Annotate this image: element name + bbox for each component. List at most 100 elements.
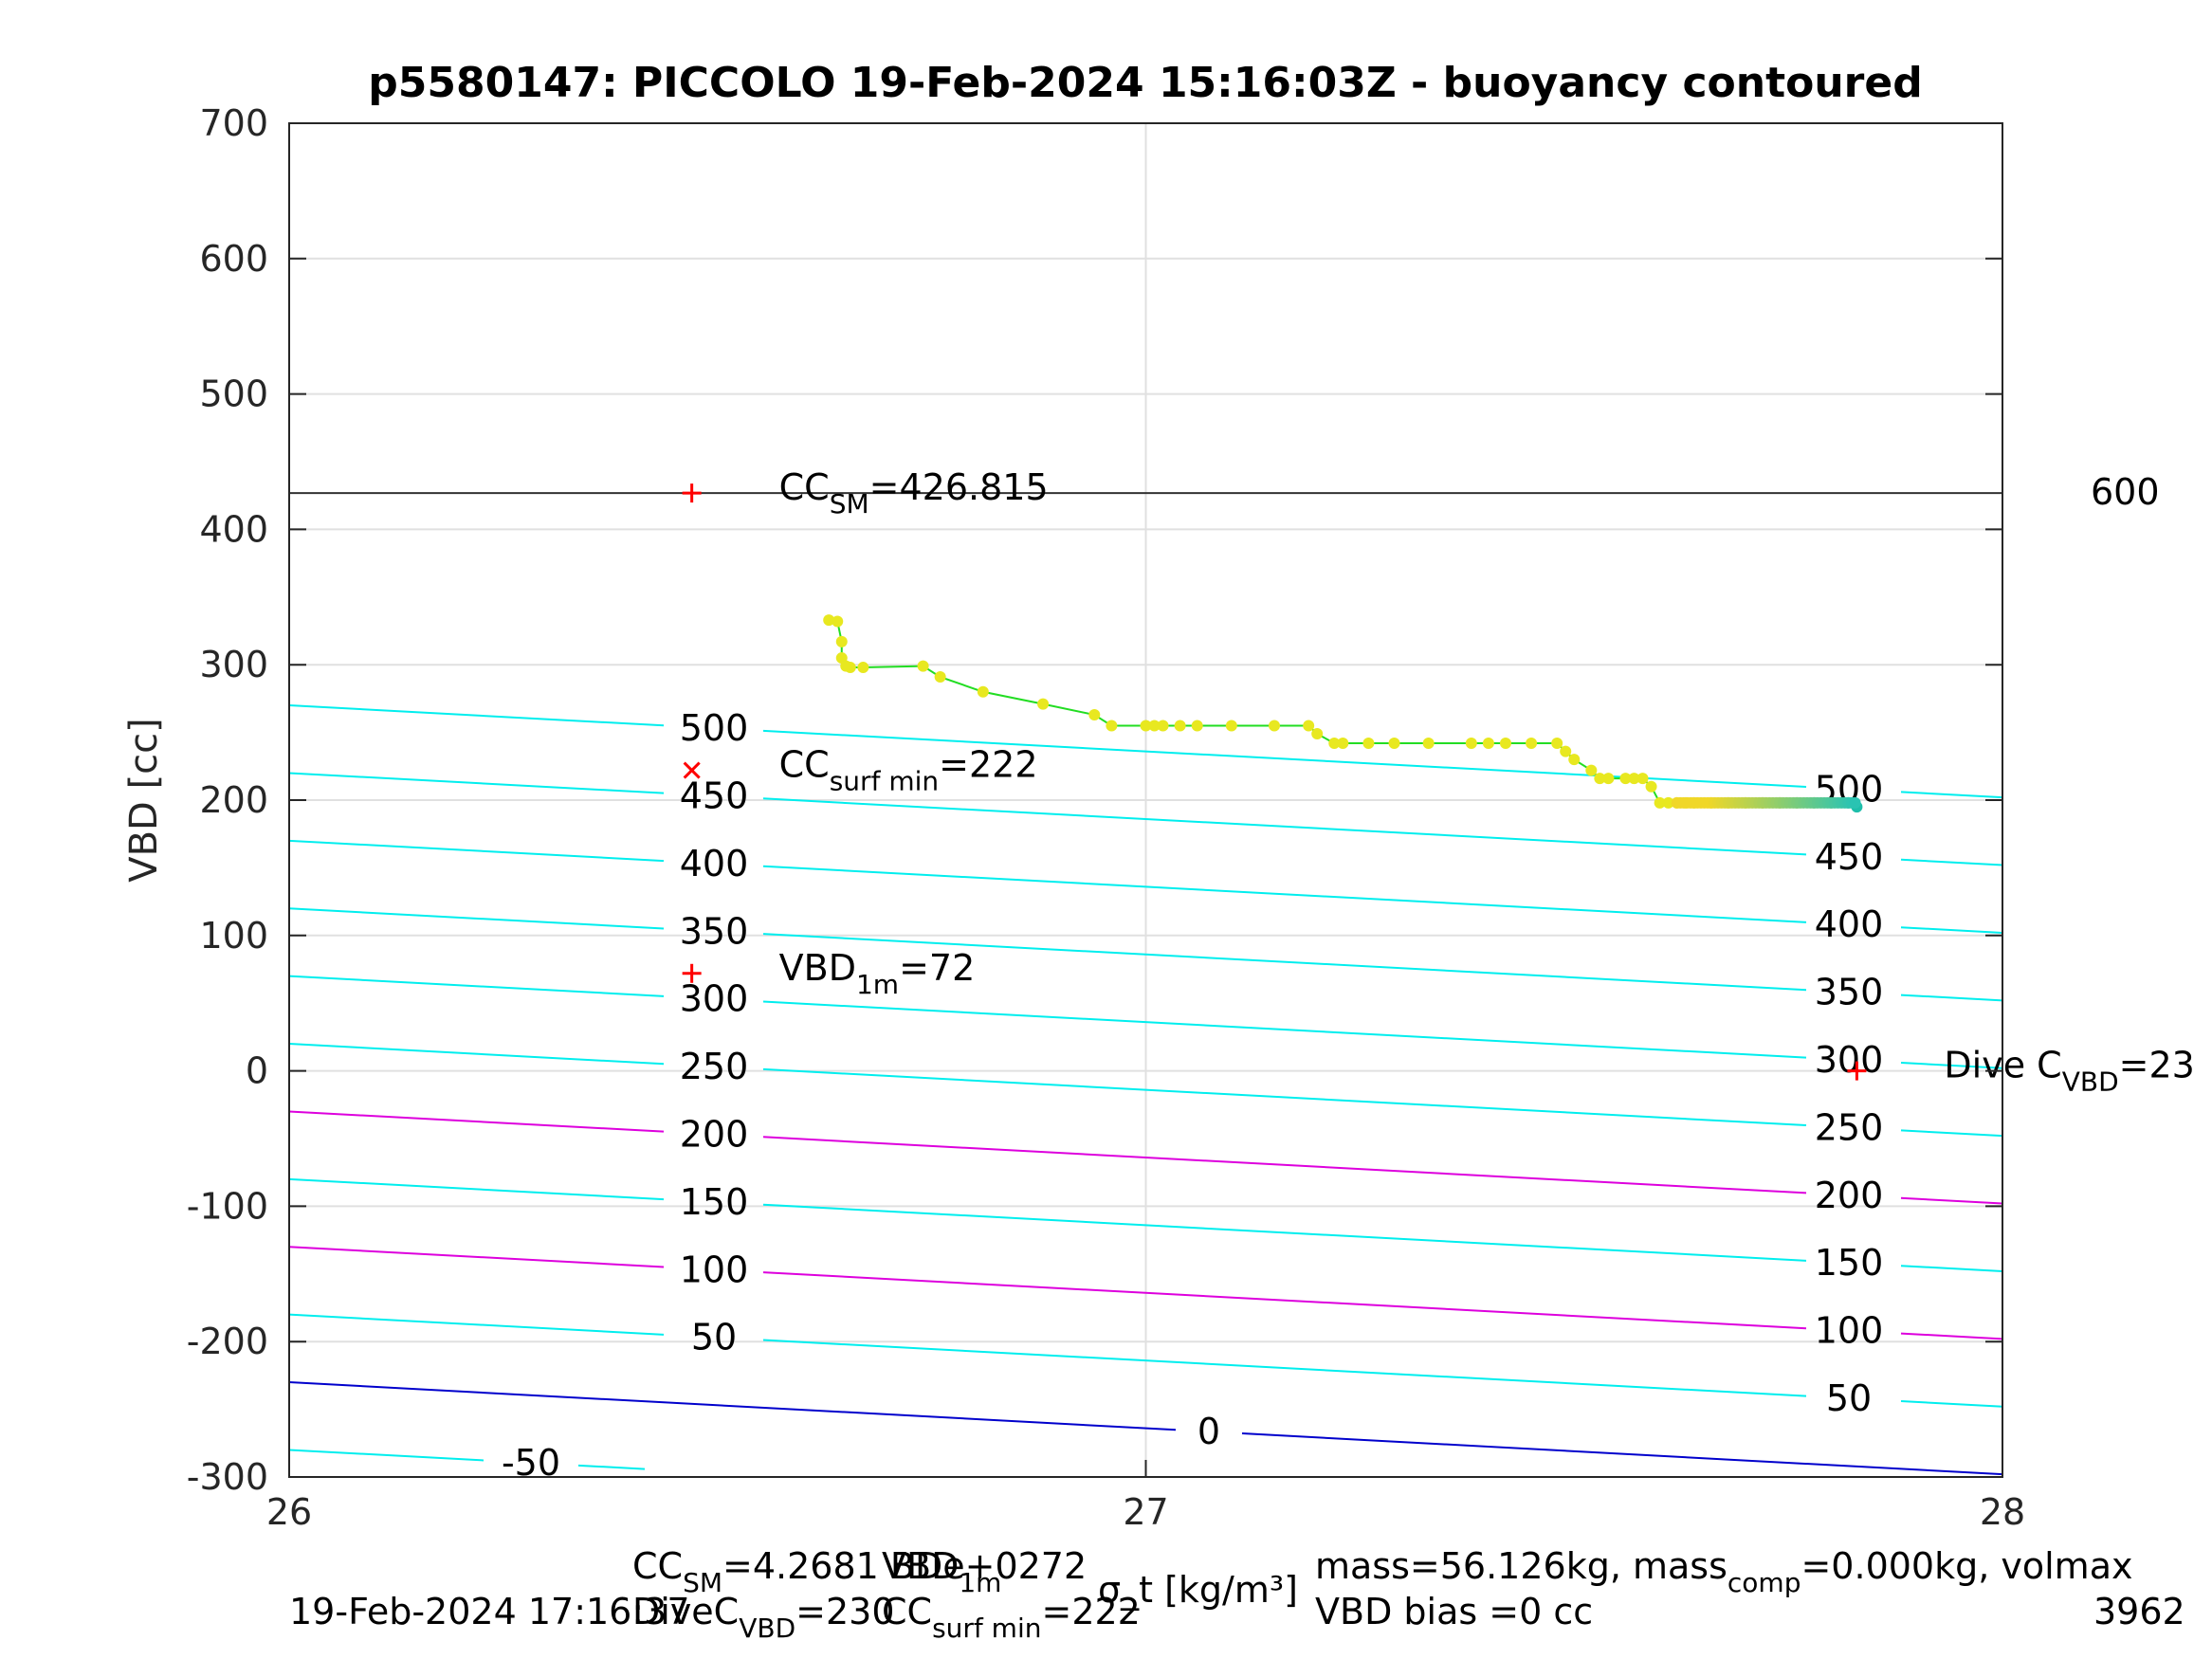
y-tick-label: 400 <box>199 508 268 550</box>
track-point <box>1140 720 1152 732</box>
track-point <box>1106 720 1118 732</box>
y-tick-label: -100 <box>187 1185 268 1227</box>
contour-label: 50 <box>691 1317 737 1358</box>
contour-line <box>1900 791 2003 799</box>
contour-label: 400 <box>680 843 749 884</box>
track-point <box>835 635 848 647</box>
track-point <box>1628 773 1640 785</box>
track-point <box>1568 754 1581 766</box>
track-point <box>1191 720 1203 732</box>
track-point <box>1645 780 1657 793</box>
track-point <box>1662 796 1674 809</box>
marker-label: VBD1m=72 <box>779 947 976 1000</box>
track-point <box>1551 738 1563 750</box>
contour-label: 200 <box>680 1114 749 1156</box>
footer-dive-cvbd: DiveCVBD=230 <box>632 1591 895 1644</box>
track-point <box>1337 738 1349 750</box>
track-point <box>823 614 835 627</box>
contour-label: 50 <box>1826 1377 1872 1419</box>
contour-line <box>762 1203 1807 1262</box>
y-tick-label: 700 <box>199 102 268 144</box>
contour-line <box>288 1313 665 1336</box>
footer-cc-sm: CCSM=4.2681 BDe+0272 <box>632 1545 1087 1598</box>
x-axis-ticks: 26 27 28 <box>266 1460 2025 1533</box>
contour-line <box>288 1381 1177 1431</box>
contour-line <box>1900 1265 2003 1272</box>
track-point <box>1088 709 1101 721</box>
track-point <box>1157 720 1169 732</box>
contour-label: 350 <box>1815 972 1884 1013</box>
contour-label: 150 <box>680 1181 749 1223</box>
footer-mass: mass=56.126kg, masscomp=0.000kg, volmax <box>1315 1545 2132 1598</box>
y-tick-label: 200 <box>199 779 268 821</box>
track-point <box>1619 773 1632 785</box>
contour-line <box>288 1177 665 1201</box>
footer-right-number: 3962 <box>2093 1591 2185 1632</box>
footer-vbd1m-overlay: VBD1m <box>882 1545 1001 1598</box>
track-point <box>1148 720 1161 732</box>
track-point <box>1328 738 1341 750</box>
contour-line <box>288 1246 665 1268</box>
contour-line <box>1900 994 2003 1002</box>
contour-line <box>288 1043 665 1066</box>
contour-line <box>1900 1129 2003 1138</box>
contour-line <box>1900 926 2003 934</box>
contour-line <box>762 1339 1807 1397</box>
x-tick-label: 27 <box>1123 1491 1168 1533</box>
contour-line <box>288 1449 484 1462</box>
footer-vbd-bias: VBD bias =0 cc <box>1315 1591 1593 1632</box>
track-point <box>1388 738 1400 750</box>
x-tick-label: 28 <box>1980 1491 2025 1533</box>
track-point <box>1560 745 1572 757</box>
track-point <box>1225 720 1237 732</box>
track-point <box>1594 773 1606 785</box>
contour-label: 200 <box>1815 1175 1884 1216</box>
contour-line <box>1900 1399 2003 1408</box>
track-point <box>1311 728 1324 740</box>
contour-line <box>762 1271 1807 1330</box>
track-point <box>1269 720 1281 732</box>
footer-xlabel: σ_t [kg/m³] <box>1098 1569 1298 1611</box>
track-point <box>832 615 844 628</box>
track-point <box>1482 738 1494 750</box>
contour-line <box>762 933 1807 992</box>
y-axis-label: VBD [cc] <box>122 718 166 883</box>
contour-line <box>762 1136 1807 1194</box>
track-point <box>1362 738 1375 750</box>
marker-cross <box>683 761 701 779</box>
y-tick-label: 300 <box>199 644 268 685</box>
footer-cc-surf-overlay: CCsurf min=222 <box>882 1591 1141 1644</box>
contour-line <box>288 975 665 997</box>
track-point <box>934 671 946 684</box>
contour-line <box>1900 1061 2003 1069</box>
track-point <box>1303 720 1315 732</box>
y-tick-label: 100 <box>199 915 268 957</box>
track-point <box>1037 698 1050 710</box>
contour-label: 150 <box>1815 1242 1884 1284</box>
contour-label: 100 <box>680 1249 749 1290</box>
footer: CCSM=4.2681 BDe+0272 σ_t [kg/m³] VBD1m 1… <box>289 1545 2185 1644</box>
y-tick-label: -300 <box>187 1456 268 1498</box>
contour-label: 100 <box>1815 1310 1884 1352</box>
contour-line <box>577 1464 646 1470</box>
track-point <box>1422 738 1435 750</box>
contour-line <box>762 797 1807 856</box>
y-tick-label: -200 <box>187 1321 268 1362</box>
contour-label: 300 <box>680 978 749 1020</box>
x-tick-label: 26 <box>266 1491 312 1533</box>
track-point <box>1636 773 1649 785</box>
contour-line <box>288 839 665 863</box>
track-point <box>1499 738 1511 750</box>
contour-lines: -500505010010015015020020025025030030035… <box>288 704 2003 1484</box>
chart-title: p5580147: PICCOLO 19-Feb-2024 15:16:03Z … <box>368 59 1922 107</box>
contour-line <box>288 907 665 930</box>
contour-line <box>1900 1332 2003 1340</box>
contour-label: 300 <box>1815 1039 1884 1081</box>
y-tick-label: 500 <box>199 374 268 415</box>
marker-label: CCsurf min=222 <box>779 744 1038 797</box>
contour-label: 400 <box>1815 903 1884 945</box>
footer-datetime: 19-Feb-2024 17:16:37 <box>289 1591 690 1632</box>
contour-label: 500 <box>680 707 749 749</box>
